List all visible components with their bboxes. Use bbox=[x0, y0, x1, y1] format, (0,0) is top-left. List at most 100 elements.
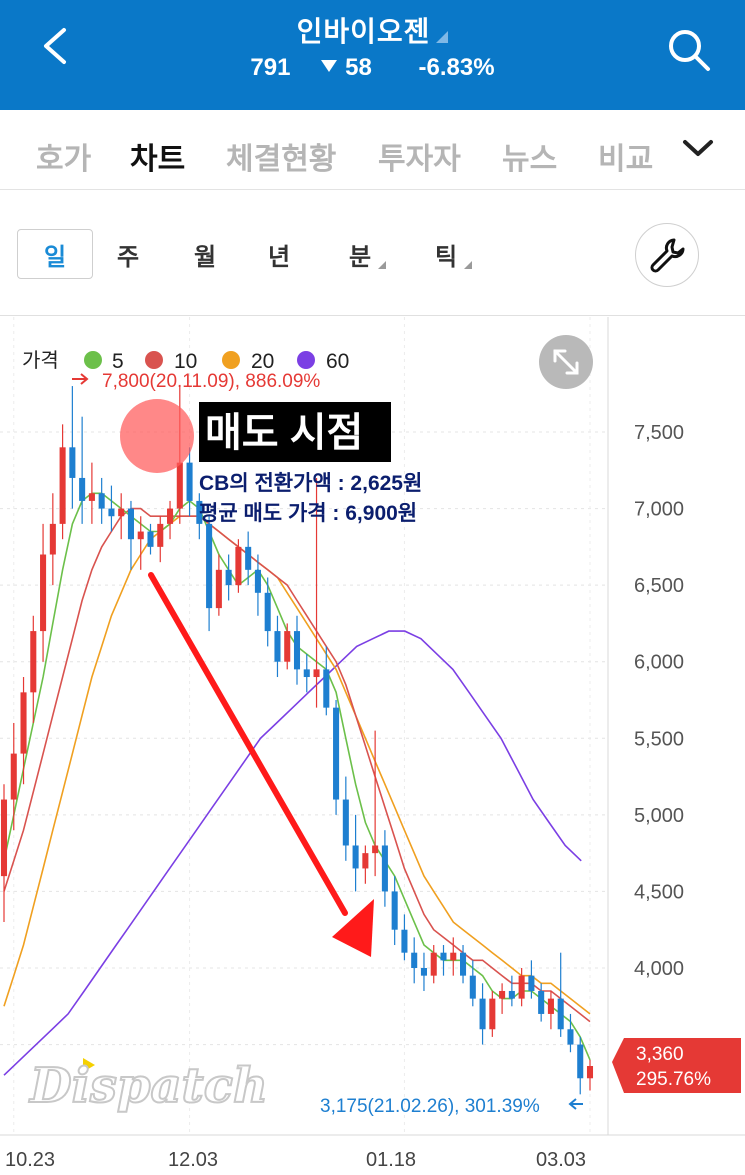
ma20-line bbox=[3, 515, 591, 1015]
period-year[interactable]: 년 bbox=[241, 229, 317, 279]
period-week-label: 주 bbox=[116, 243, 140, 271]
tab-compare[interactable]: 비교 bbox=[598, 143, 654, 176]
candle bbox=[274, 615, 281, 678]
candle bbox=[108, 485, 115, 532]
tab-investors[interactable]: 투자자 bbox=[378, 143, 461, 176]
candle bbox=[30, 615, 37, 723]
candle bbox=[118, 493, 125, 540]
candle bbox=[323, 646, 330, 716]
candle bbox=[196, 493, 203, 540]
legend-dot-ma20 bbox=[222, 351, 240, 369]
candle bbox=[40, 523, 47, 662]
sell-point-box bbox=[199, 402, 391, 462]
candle bbox=[420, 952, 427, 991]
candle bbox=[577, 1036, 584, 1095]
tab-news[interactable]: 뉴스 bbox=[502, 143, 558, 176]
candle bbox=[69, 386, 76, 509]
candle bbox=[372, 730, 379, 877]
chart-settings-button[interactable] bbox=[635, 223, 699, 287]
stock-name-selector[interactable]: 인바이오젠 bbox=[0, 10, 745, 50]
candle bbox=[167, 500, 174, 540]
period-month[interactable]: 월 bbox=[167, 229, 243, 279]
low-price-marker: 3,175(21.02.26), 301.39% bbox=[320, 1096, 583, 1117]
dropdown-corner-icon bbox=[378, 261, 386, 269]
period-tick[interactable]: 틱 bbox=[408, 229, 484, 279]
candle bbox=[342, 776, 349, 861]
candle bbox=[430, 945, 437, 984]
candle bbox=[518, 968, 525, 1007]
more-tabs-button[interactable] bbox=[681, 136, 721, 166]
stock-tabs: 호가 차트 체결현황 투자자 뉴스 비교 bbox=[0, 110, 745, 199]
avg-sell-price: 평균 매도 가격 : 6,900원 bbox=[199, 502, 417, 525]
period-tick-label: 틱 bbox=[434, 243, 458, 271]
candle bbox=[362, 845, 369, 884]
candle bbox=[381, 830, 388, 907]
period-day[interactable]: 일 bbox=[17, 229, 93, 279]
candle bbox=[440, 945, 447, 976]
period-month-label: 월 bbox=[193, 243, 217, 271]
y-tick-label: 7,000 bbox=[634, 499, 684, 521]
y-tick-label: 4,000 bbox=[634, 958, 684, 980]
chart-legend: 가격 5 10 20 60 bbox=[22, 349, 349, 373]
candle bbox=[352, 814, 359, 892]
candle bbox=[508, 975, 515, 1007]
tab-orderbook[interactable]: 호가 bbox=[36, 143, 92, 176]
y-tick-label: 5,500 bbox=[634, 728, 684, 750]
down-triangle-icon bbox=[321, 60, 338, 72]
quote-row: 791 58 -6.83% bbox=[0, 54, 745, 82]
candle bbox=[235, 539, 242, 593]
back-button[interactable] bbox=[30, 18, 80, 74]
candle bbox=[450, 937, 457, 976]
expand-chart-button[interactable] bbox=[539, 335, 593, 389]
candle bbox=[499, 983, 506, 1014]
legend-ma10: 10 bbox=[174, 350, 197, 373]
candle bbox=[284, 623, 291, 670]
period-selector: 일 주 월 년 분 틱 bbox=[0, 191, 745, 316]
watermark: Dispatch bbox=[28, 1058, 268, 1114]
candle bbox=[127, 500, 134, 570]
watermark-flag-icon bbox=[83, 1058, 95, 1072]
y-tick-label: 4,500 bbox=[634, 881, 684, 903]
candle bbox=[88, 462, 95, 524]
stock-name: 인바이오젠 bbox=[296, 16, 431, 47]
search-icon bbox=[669, 30, 710, 71]
period-minute[interactable]: 분 bbox=[322, 229, 398, 279]
legend-dot-ma5 bbox=[84, 351, 102, 369]
period-week[interactable]: 주 bbox=[90, 229, 166, 279]
candle bbox=[59, 424, 66, 540]
price-chart[interactable]: Dispatch 가격 5 10 20 60 bbox=[0, 317, 745, 1175]
candle bbox=[401, 914, 408, 961]
dropdown-corner-icon bbox=[436, 31, 449, 43]
y-tick-label: 6,500 bbox=[634, 575, 684, 597]
low-marker-label: 3,175(21.02.26), 301.39% bbox=[320, 1096, 540, 1117]
period-day-label: 일 bbox=[43, 243, 67, 271]
search-button[interactable] bbox=[661, 22, 717, 78]
legend-ma5: 5 bbox=[112, 350, 124, 373]
candle bbox=[333, 700, 340, 815]
tab-trades[interactable]: 체결현황 bbox=[226, 143, 337, 176]
candle bbox=[98, 477, 105, 524]
candle bbox=[49, 493, 56, 586]
current-price: 791 bbox=[250, 54, 291, 81]
candle bbox=[460, 945, 467, 984]
badge-pct: 295.76% bbox=[636, 1069, 711, 1090]
x-tick-label: 10.23 bbox=[5, 1149, 55, 1171]
tab-chart[interactable]: 차트 bbox=[130, 134, 186, 199]
candle bbox=[10, 722, 17, 831]
badge-price: 3,360 bbox=[636, 1044, 684, 1065]
candle bbox=[586, 1059, 594, 1091]
candle bbox=[538, 983, 545, 1022]
wrench-icon bbox=[650, 238, 685, 273]
candle bbox=[264, 577, 271, 647]
x-tick-label: 12.03 bbox=[168, 1149, 218, 1171]
current-price-badge: 3,360 295.76% bbox=[612, 1038, 741, 1093]
candle bbox=[293, 615, 301, 685]
candle bbox=[303, 654, 310, 693]
candle bbox=[411, 937, 418, 984]
legend-ma60: 60 bbox=[326, 350, 349, 373]
chevron-left-icon bbox=[44, 28, 66, 64]
sell-point-highlight bbox=[120, 399, 194, 473]
price-change-pct: -6.83% bbox=[418, 54, 495, 81]
chart-area[interactable]: Dispatch 가격 5 10 20 60 bbox=[0, 317, 745, 1175]
candle bbox=[20, 677, 27, 785]
